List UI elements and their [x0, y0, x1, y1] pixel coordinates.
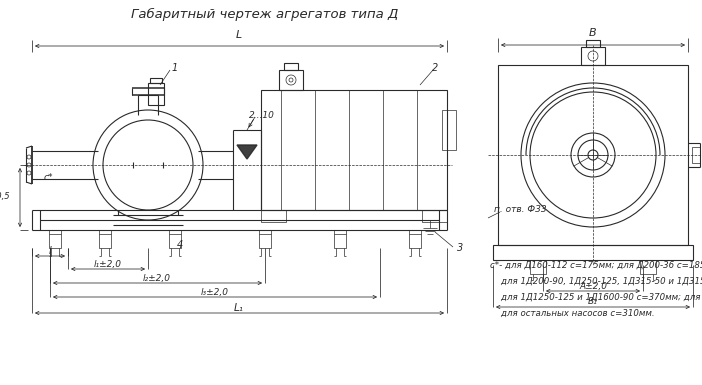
- Text: п. отв. Ф33: п. отв. Ф33: [494, 206, 546, 214]
- Text: l₁±2,0: l₁±2,0: [94, 259, 122, 268]
- Bar: [261, 210, 286, 222]
- Bar: [148, 83, 164, 105]
- Bar: [586, 40, 600, 47]
- Text: 1: 1: [172, 63, 178, 73]
- Text: B: B: [589, 28, 597, 38]
- Text: для остальных насосов с=310мм.: для остальных насосов с=310мм.: [490, 308, 655, 318]
- Bar: [169, 230, 181, 248]
- Bar: [640, 260, 656, 274]
- Bar: [150, 78, 162, 83]
- Bar: [49, 230, 61, 248]
- Text: 3: 3: [457, 243, 463, 253]
- Text: 4: 4: [177, 240, 183, 250]
- Text: для 1Д1250-125 и 1Д1600-90 с=370мм; для 2Д2000-21 с=485мм;: для 1Д1250-125 и 1Д1600-90 с=370мм; для …: [490, 293, 702, 301]
- Bar: [498, 65, 688, 245]
- Polygon shape: [237, 145, 257, 159]
- Text: L₁: L₁: [234, 303, 244, 313]
- Bar: [259, 230, 271, 248]
- Bar: [284, 63, 298, 70]
- Text: с*- для Д160-112 с=175мм; для Д200-36 с=185мм; для Д320-50 с=215мм;: с*- для Д160-112 с=175мм; для Д200-36 с=…: [490, 261, 702, 270]
- Bar: [442, 110, 456, 150]
- Text: c*: c*: [44, 174, 53, 182]
- Text: L: L: [236, 30, 242, 40]
- Bar: [581, 47, 605, 65]
- Text: l₂±2,0: l₂±2,0: [143, 273, 171, 283]
- Text: B₁: B₁: [588, 298, 598, 306]
- Text: для 1Д200-90, 1Д250-125, 1Д315-50 и 1Д315-71 с=190мм;: для 1Д200-90, 1Д250-125, 1Д315-50 и 1Д31…: [490, 276, 702, 286]
- Bar: [279, 70, 303, 90]
- Bar: [261, 90, 447, 210]
- Text: 2: 2: [432, 63, 438, 73]
- Text: Габаритный чертеж агрегатов типа Д: Габаритный чертеж агрегатов типа Д: [131, 7, 399, 20]
- Text: 2...10: 2...10: [249, 110, 275, 119]
- Bar: [493, 245, 693, 260]
- Text: h±0,5: h±0,5: [0, 192, 10, 201]
- Bar: [99, 230, 111, 248]
- Bar: [409, 230, 421, 248]
- Text: l₃±2,0: l₃±2,0: [201, 288, 229, 296]
- Bar: [692, 147, 700, 163]
- Text: A±2,0: A±2,0: [579, 281, 607, 291]
- Bar: [422, 210, 447, 222]
- Bar: [530, 260, 546, 274]
- Text: l: l: [48, 246, 51, 256]
- Bar: [334, 230, 346, 248]
